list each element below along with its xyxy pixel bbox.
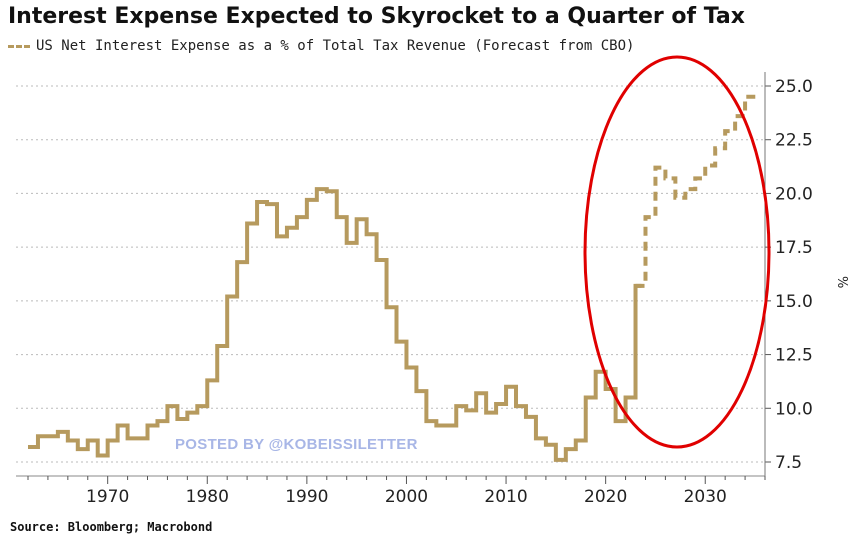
x-tick-label: 2000 [385, 487, 428, 507]
watermark: POSTED BY @KOBEISSILETTER [175, 436, 418, 453]
series [28, 94, 762, 462]
x-tick-label: 1990 [285, 487, 328, 507]
chart-title: Interest Expense Expected to Skyrocket t… [8, 4, 745, 29]
highlight-ellipse [583, 55, 771, 449]
y-tick-label: 12.5 [775, 346, 813, 366]
y-tick-label: 7.5 [775, 453, 802, 473]
y-tick-label: 17.5 [775, 238, 813, 258]
legend-swatch-icon [8, 44, 30, 48]
highlight [583, 55, 771, 449]
y-tick-label: 15.0 [775, 292, 813, 312]
axes: 7.5 10.0 12.5 15.0 17.5 20.0 22.5 25.0% 1970 1980… [16, 72, 849, 507]
y-tick-label: 10.0 [775, 399, 813, 419]
series-solid-line [28, 187, 642, 462]
y-axis-unit: % [834, 276, 849, 288]
legend: US Net Interest Expense as a % of Total … [8, 38, 634, 54]
y-tick-label: 22.5 [775, 131, 813, 151]
y-tick-label: 25.0 [775, 77, 813, 97]
x-tick-label: 2030 [684, 487, 727, 507]
x-tick-label: 1970 [86, 487, 129, 507]
x-tick-label: 2020 [584, 487, 627, 507]
grid-lines [16, 85, 765, 463]
series-dashed-line [635, 94, 762, 288]
legend-label: US Net Interest Expense as a % of Total … [36, 38, 635, 54]
source-note: Source: Bloomberg; Macrobond [10, 520, 213, 534]
x-tick-label: 1980 [186, 487, 229, 507]
y-tick-label: 20.0 [775, 184, 813, 204]
x-tick-label: 2010 [484, 487, 527, 507]
